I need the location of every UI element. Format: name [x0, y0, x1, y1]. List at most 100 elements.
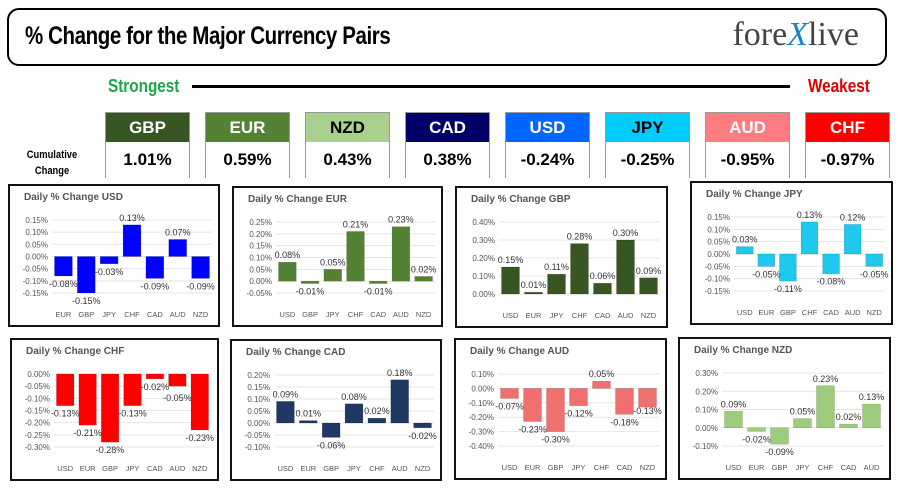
bar-aud [168, 373, 187, 387]
chart-nzd: -0.10% 0.00% 0.10% 0.20% 0.30% USD EUR GBP JPY CH… [678, 337, 891, 480]
data-label: -0.23% [518, 425, 547, 435]
bar-eur [524, 291, 543, 295]
cumulative-value: 0.43% [306, 142, 389, 178]
chart-aud: -0.40% -0.30% -0.20% -0.10% 0.00% 0.10% USD EUR… [454, 338, 667, 480]
y-tick-label: -0.15% [705, 287, 730, 296]
data-label: -0.21% [73, 428, 102, 438]
y-tick-label: -0.30% [25, 443, 50, 452]
bar-chf [800, 221, 819, 255]
currency-box-usd: USD -0.24% [505, 112, 590, 178]
data-label: 0.30% [613, 228, 639, 238]
data-label: -0.13% [633, 406, 662, 416]
y-tick-label: 0.15% [707, 213, 730, 222]
data-label: 0.11% [544, 262, 569, 272]
data-label: 0.08% [341, 392, 367, 402]
data-label: 0.13% [859, 392, 885, 402]
y-tick-label: -0.10% [693, 442, 718, 451]
bar-jpy [344, 403, 364, 424]
x-tick-label: JPY [347, 464, 361, 473]
y-tick-label: 0.00% [471, 384, 494, 393]
y-tick-label: 0.40% [472, 218, 495, 227]
x-tick-label: USD [279, 310, 295, 319]
x-tick-label: JPY [550, 311, 564, 320]
x-tick-label: CAD [823, 308, 839, 317]
chart-chf: -0.30% -0.25% -0.20% -0.15% -0.10% -0.05% 0.00… [10, 338, 219, 481]
x-tick-label: GBP [548, 463, 564, 472]
chart-jpy: -0.15% -0.10% -0.05% 0.00% 0.05% 0.10% 0.15% US… [690, 181, 893, 325]
x-tick-label: CHF [348, 310, 364, 319]
bar-nzd [865, 253, 883, 267]
currency-name: CHF [806, 113, 889, 142]
strength-scale-line [192, 85, 790, 88]
y-tick-label: 0.15% [247, 383, 270, 392]
currency-box-eur: EUR 0.59% [205, 112, 290, 178]
data-label: 0.07% [165, 227, 191, 237]
bar-nzd [191, 256, 210, 279]
bar-cad [145, 256, 165, 279]
x-tick-label: CAD [595, 311, 611, 320]
bar-gbp [77, 256, 96, 294]
y-tick-label: 0.20% [472, 254, 495, 263]
y-tick-label: 0.10% [247, 395, 270, 404]
x-tick-label: CHF [802, 308, 818, 317]
data-label: -0.01% [364, 287, 393, 297]
y-tick-label: -0.25% [25, 431, 50, 440]
y-tick-label: -0.10% [469, 399, 494, 408]
x-tick-label: EUR [56, 310, 72, 319]
data-label: 0.23% [388, 215, 414, 225]
y-tick-label: -0.10% [25, 394, 50, 403]
data-label: 0.02% [364, 406, 390, 416]
x-tick-label: USD [726, 463, 742, 472]
y-tick-label: 0.00% [695, 424, 718, 433]
data-label: -0.09% [141, 281, 170, 291]
cumulative-change-label: Cumulative Change [26, 149, 78, 177]
data-label: -0.02% [408, 431, 437, 441]
y-tick-label: -0.05% [25, 382, 50, 391]
strongest-label: Strongest [108, 76, 180, 96]
bar-jpy [323, 269, 342, 282]
bar-chf [122, 224, 142, 257]
data-label: 0.13% [797, 210, 823, 220]
cumulative-value: -0.25% [606, 142, 689, 178]
currency-box-gbp: GBP 1.01% [105, 112, 190, 178]
x-tick-label: USD [737, 308, 753, 317]
x-tick-label: CHF [818, 463, 834, 472]
bar-eur [54, 256, 73, 277]
y-tick-label: 0.05% [249, 265, 272, 274]
bar-cad [615, 388, 634, 415]
currency-box-aud: AUD -0.95% [705, 112, 790, 178]
x-tick-label: JPY [126, 464, 140, 473]
chart-canvas: 0.00% 0.10% 0.20% 0.30% 0.40% USD EUR JPY CHF CAD… [472, 218, 661, 320]
bar-aud [862, 403, 881, 429]
bar-eur [78, 373, 97, 426]
y-tick-label: 0.25% [249, 218, 272, 227]
currency-box-cad: CAD 0.38% [405, 112, 490, 178]
y-tick-label: 0.05% [247, 407, 270, 416]
data-label: -0.03% [95, 267, 124, 277]
bar-cad [369, 280, 388, 284]
x-tick-label: NZD [192, 464, 208, 473]
x-tick-label: CAD [841, 463, 857, 472]
y-tick-label: 0.10% [695, 406, 718, 415]
data-label: -0.09% [765, 447, 794, 457]
data-label: 0.05% [589, 369, 615, 379]
bar-nzd [413, 422, 432, 429]
currency-name: JPY [606, 113, 689, 142]
cumulative-value: -0.24% [506, 142, 589, 178]
currency-name: CAD [406, 113, 489, 142]
chart-title: Daily % Change GBP [471, 194, 571, 205]
data-label: -0.05% [752, 269, 781, 279]
data-label: -0.05% [163, 393, 192, 403]
chart-canvas: -0.15% -0.10% -0.05% 0.00% 0.05% 0.10% 0.15% US… [705, 210, 889, 317]
bar-chf [816, 385, 835, 428]
x-tick-label: CHF [572, 311, 588, 320]
y-tick-label: -0.15% [25, 407, 50, 416]
data-label: 0.05% [320, 257, 346, 267]
bar-cad [145, 373, 164, 380]
data-label: -0.01% [296, 287, 325, 297]
data-label: 0.13% [119, 213, 145, 223]
forexlive-logo: foreXlive [732, 16, 859, 53]
x-tick-label: EUR [758, 308, 774, 317]
x-tick-label: EUR [525, 463, 541, 472]
chart-canvas: -0.15% -0.10% -0.05% 0.00% 0.05% 0.10% 0.15% EU… [23, 213, 215, 319]
